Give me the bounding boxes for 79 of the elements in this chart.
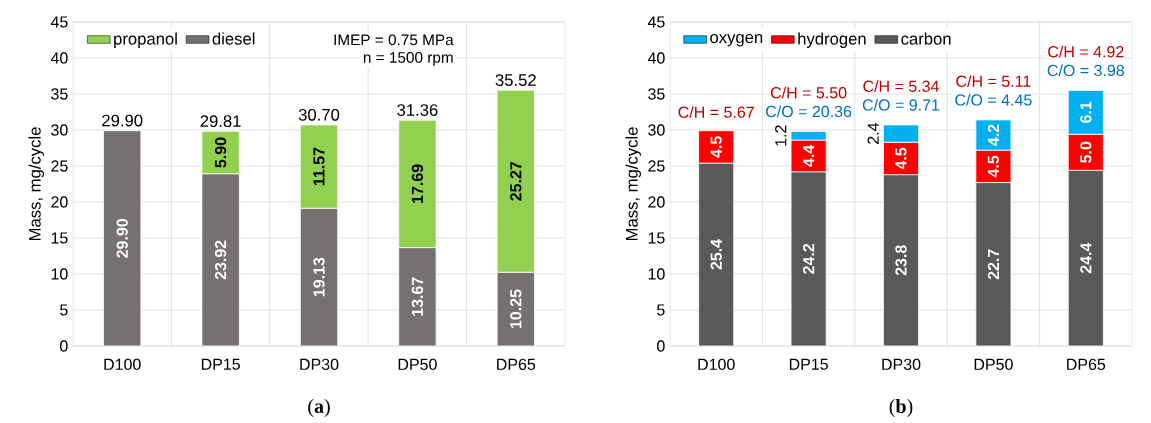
data-label: 29.90 <box>116 218 128 258</box>
x-tick-label: D100 <box>698 358 735 371</box>
data-label: 4.4 <box>803 144 815 167</box>
total-label: 29.90 <box>102 114 143 127</box>
data-label: 6.1 <box>1080 101 1092 123</box>
total-label: 31.36 <box>397 104 438 116</box>
annotation: C/H = 5.11 <box>956 75 1031 87</box>
annotation: n = 1500 rpm <box>363 51 453 66</box>
data-label: 19.13 <box>313 257 325 297</box>
data-label: 24.4 <box>1080 242 1092 274</box>
total-label: 29.81 <box>200 115 241 128</box>
y-axis-title: Mass, mg/cycle <box>625 127 642 241</box>
bar <box>103 130 142 347</box>
x-tick-label: D100 <box>104 358 141 371</box>
x-tick-label: DP65 <box>1067 358 1106 371</box>
annotation: C/O = 3.98 <box>1047 64 1124 77</box>
x-tick-label: DP65 <box>497 358 536 371</box>
legend-label: oxygen <box>710 34 763 47</box>
data-label: 5.0 <box>1080 141 1092 163</box>
data-label: 23.8 <box>895 245 907 276</box>
y-tick-label: 10 <box>648 268 665 280</box>
total-label: 35.52 <box>495 74 536 86</box>
y-tick-label: 15 <box>51 232 68 244</box>
y-tick-label: 10 <box>51 268 68 280</box>
y-tick-label: 40 <box>647 52 665 64</box>
y-tick-label: 0 <box>657 340 665 352</box>
text: (a) <box>308 398 330 418</box>
data-label: 13.67 <box>411 277 424 316</box>
total-label: 30.70 <box>298 108 340 121</box>
legend-label: carbon <box>901 32 951 45</box>
y-tick-label: 25 <box>51 160 68 172</box>
y-tick-label: 20 <box>51 196 68 208</box>
x-tick-label: DP50 <box>974 358 1013 371</box>
data-label: 25.4 <box>710 239 722 270</box>
annotation: C/H = 5.34 <box>863 80 939 92</box>
data-label: 2.4 <box>867 122 879 144</box>
y-tick-label: 20 <box>648 196 665 208</box>
annotation: IMEP = 0.75 MPa <box>334 34 454 46</box>
y-tick-label: 40 <box>50 52 68 64</box>
annotation: C/H = 5.50 <box>770 86 847 99</box>
data-label: 4.2 <box>987 124 999 146</box>
y-tick-label: 45 <box>647 16 665 28</box>
data-label: 22.7 <box>987 249 999 280</box>
x-tick-label: DP15 <box>201 358 240 370</box>
data-label: 23.92 <box>214 240 227 280</box>
data-label: 5.90 <box>214 137 227 168</box>
data-label: 17.69 <box>411 164 424 203</box>
y-axis-title: Mass, mg/cycle <box>28 127 45 241</box>
annotation: C/O = 4.45 <box>955 93 1032 106</box>
data-label: 4.5 <box>895 147 907 170</box>
annotation: C/H = 4.92 <box>1048 45 1124 58</box>
legend-label: hydrogen <box>798 32 866 48</box>
data-label: 10.25 <box>510 289 522 329</box>
x-tick-label: DP30 <box>300 358 339 371</box>
y-tick-label: 5 <box>60 304 68 316</box>
y-tick-label: 35 <box>51 88 68 100</box>
data-label: 11.57 <box>313 147 325 186</box>
y-tick-label: 25 <box>648 160 665 172</box>
y-tick-label: 30 <box>648 124 665 136</box>
legend-label: diesel <box>212 32 255 45</box>
y-tick-label: 0 <box>60 340 68 352</box>
x-tick-label: DP15 <box>789 358 828 370</box>
data-label: 1.2 <box>775 125 787 146</box>
y-tick-label: 45 <box>50 16 68 28</box>
y-tick-label: 15 <box>648 232 665 244</box>
y-tick-label: 5 <box>657 304 665 316</box>
y-tick-label: 35 <box>648 88 665 100</box>
x-tick-label: DP50 <box>398 358 437 371</box>
data-label: 4.5 <box>987 155 999 178</box>
text: (b) <box>889 398 913 418</box>
y-tick-label: 30 <box>51 124 68 136</box>
data-label: 24.2 <box>803 243 815 274</box>
annotation: C/H = 5.67 <box>678 106 754 118</box>
annotation: C/O = 9.71 <box>862 98 940 111</box>
data-label: 4.5 <box>710 136 722 158</box>
annotation: C/O = 20.36 <box>766 105 852 118</box>
data-label: 25.27 <box>510 161 522 201</box>
legend-label: propanol <box>114 32 177 48</box>
x-tick-label: DP30 <box>882 358 921 371</box>
